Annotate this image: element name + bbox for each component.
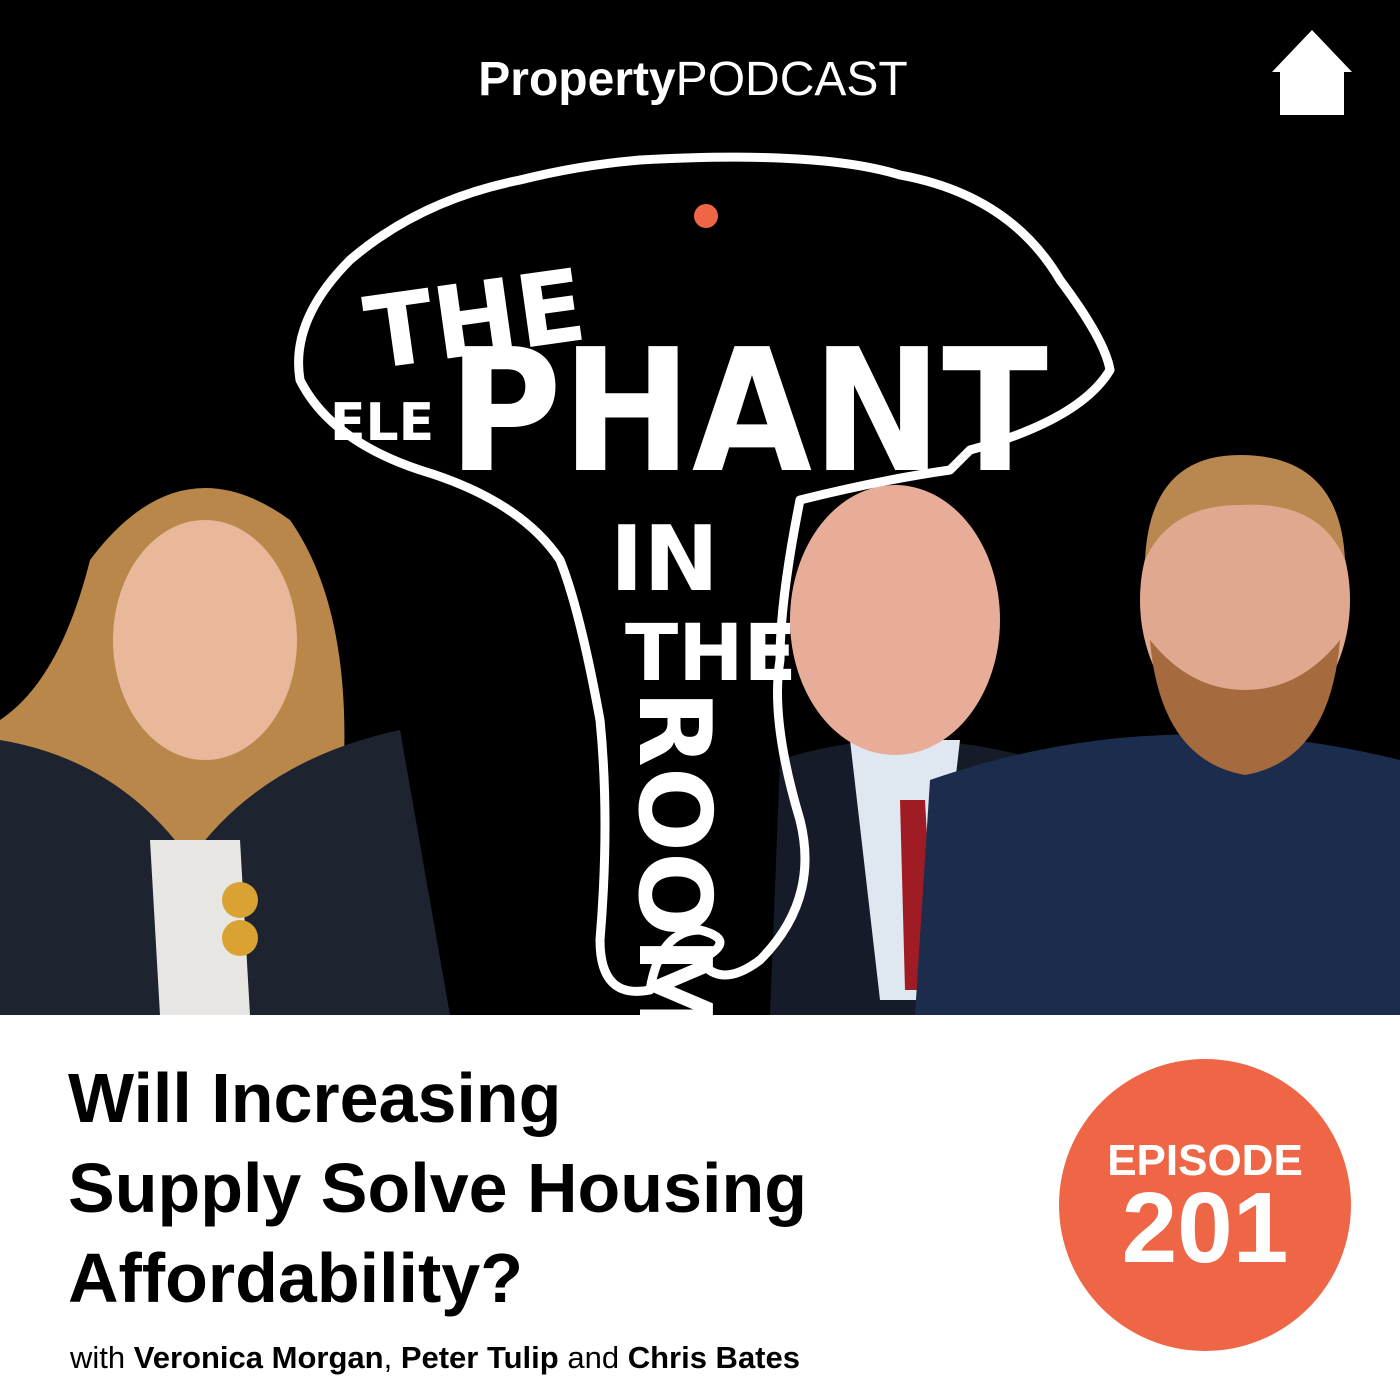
brand-light: PODCAST — [676, 53, 908, 106]
episode-badge — [1059, 1059, 1351, 1351]
elephant-eye — [694, 204, 718, 228]
logo-in: IN — [610, 507, 719, 612]
episode-number: 201 — [1122, 1172, 1289, 1284]
guests: with Veronica Morgan, Peter Tulip and Ch… — [69, 1340, 800, 1375]
guests-sep: , — [384, 1340, 393, 1375]
logo-phant: PHANT — [448, 313, 1048, 511]
title-line: Supply Solve Housing — [68, 1149, 807, 1227]
guest-name: Peter Tulip — [401, 1340, 559, 1375]
guests-with: with — [69, 1340, 125, 1375]
logo-room: ROOM — [616, 690, 733, 1037]
person-left — [0, 488, 450, 1015]
episode-label: EPISODE — [1107, 1136, 1303, 1185]
brand-bold: Property — [478, 53, 676, 106]
home-icon — [1272, 30, 1352, 115]
person-right — [915, 455, 1400, 1015]
elephant-outline — [294, 152, 1115, 996]
logo-ele: ELE — [330, 393, 434, 453]
title-line: Affordability? — [68, 1239, 523, 1317]
title-line: Will Increasing — [68, 1059, 561, 1137]
guest-name: Veronica Morgan — [134, 1340, 384, 1375]
guest-name: Chris Bates — [628, 1340, 800, 1375]
guests-and: and — [567, 1340, 619, 1375]
logo-the2: THE — [625, 609, 797, 699]
brand: PropertyPODCAST — [478, 53, 907, 106]
